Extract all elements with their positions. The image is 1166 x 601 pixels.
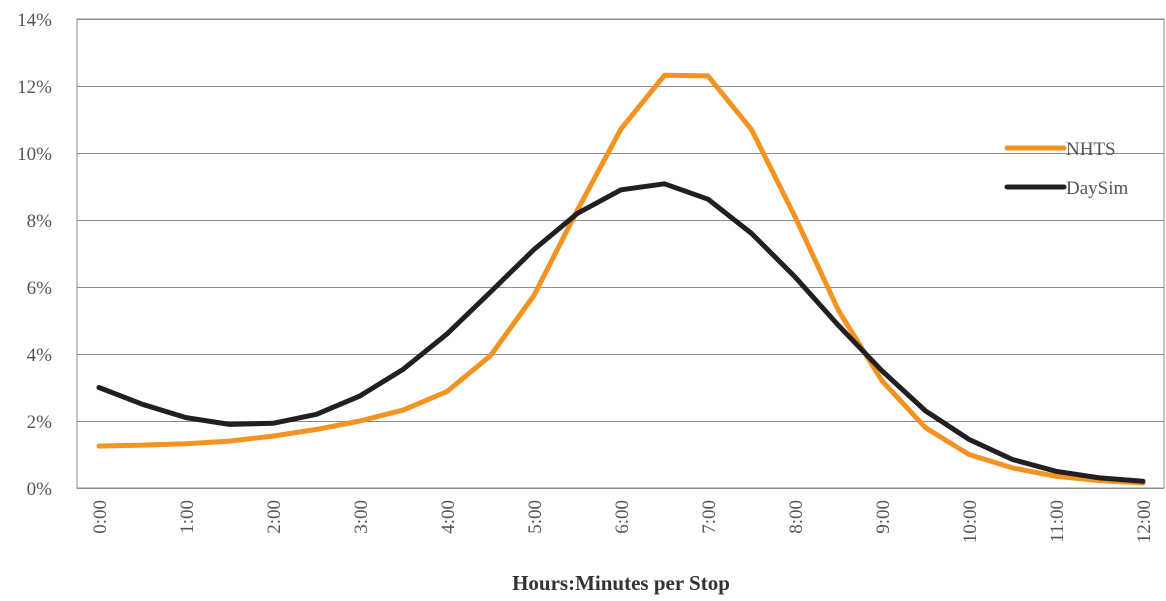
x-axis-label: Hours:Minutes per Stop	[512, 571, 730, 595]
x-axis-ticks: 0:00 1:00 2:00 3:00 4:00 5:00 6:00 7:00 8:00 9:00…	[90, 500, 1155, 543]
y-tick-label: 6%	[27, 278, 53, 299]
grid	[76, 18, 1165, 489]
series-line-nhts	[96, 72, 1146, 486]
legend: NHTS DaySim	[1004, 139, 1129, 199]
x-tick-label: 8:00	[786, 500, 807, 534]
x-tick-label: 3:00	[351, 500, 372, 534]
x-tick-label: 5:00	[525, 500, 546, 534]
plot-frame	[76, 18, 1165, 489]
x-tick-label: 2:00	[264, 500, 285, 534]
x-tick-label: 1:00	[177, 500, 198, 534]
legend-label-nhts: NHTS	[1066, 139, 1116, 160]
series-line-daysim	[96, 181, 1146, 484]
x-tick-label: 4:00	[438, 500, 459, 534]
x-tick-label: 6:00	[612, 500, 633, 534]
y-tick-label: 0%	[27, 479, 53, 500]
legend-label-daysim: DaySim	[1066, 178, 1129, 199]
x-tick-label: 11:00	[1047, 500, 1068, 543]
y-axis-ticks: 0% 2% 4% 6% 8% 10% 12% 14%	[17, 10, 52, 500]
x-tick-label: 10:00	[960, 500, 981, 543]
y-tick-label: 8%	[27, 211, 53, 232]
x-tick-label: 9:00	[873, 500, 894, 534]
x-tick-label: 12:00	[1134, 500, 1155, 543]
y-tick-label: 2%	[27, 412, 53, 433]
y-tick-label: 14%	[17, 10, 52, 31]
y-tick-label: 12%	[17, 77, 52, 98]
y-tick-label: 10%	[17, 144, 52, 165]
x-tick-label: 7:00	[699, 500, 720, 534]
series-lines	[96, 72, 1146, 486]
y-tick-label: 4%	[27, 345, 53, 366]
x-tick-label: 0:00	[90, 500, 111, 534]
